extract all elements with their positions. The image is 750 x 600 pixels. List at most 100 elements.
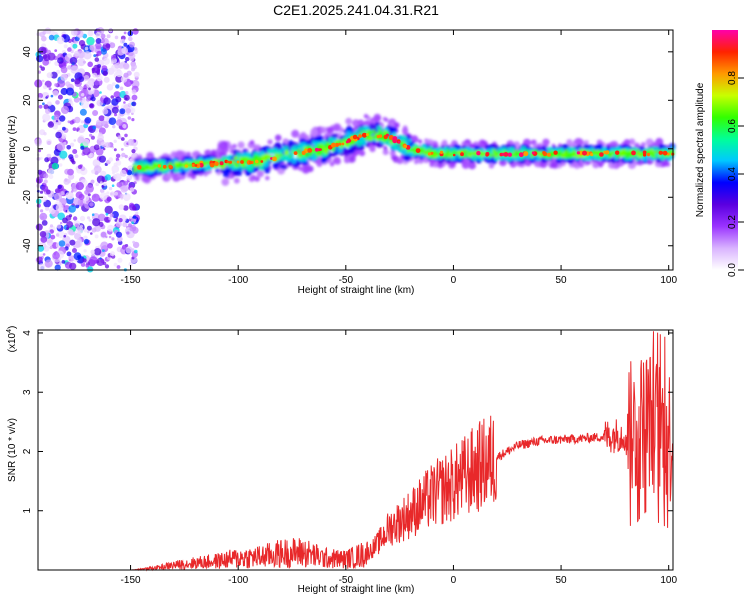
ridge-cell [132, 168, 137, 173]
noise-dot [38, 263, 46, 271]
ridge-cell [256, 170, 264, 178]
noise-dot [128, 223, 132, 228]
noise-dot [88, 87, 91, 91]
ridge-peak [452, 153, 456, 157]
ridge-peak [631, 150, 636, 156]
ridge-peak [184, 164, 188, 168]
noise-dot [102, 70, 108, 77]
ridge-cell [255, 163, 260, 168]
noise-dot [60, 191, 65, 196]
noise-dot [92, 72, 98, 78]
noise-dot [39, 231, 47, 238]
noise-dot [39, 212, 48, 221]
noise-dot [73, 50, 80, 57]
noise-dot [50, 71, 58, 79]
ridge-cell [298, 166, 303, 172]
noise-dot [121, 152, 126, 158]
noise-dot [125, 91, 129, 95]
noise-dot [94, 214, 98, 218]
ridge-peak [415, 148, 421, 154]
ridge-cell [265, 175, 270, 181]
noise-dot [93, 165, 102, 174]
noise-dot [100, 231, 107, 238]
ridge-cell [427, 148, 432, 153]
snr-x-tick-label: 50 [556, 575, 568, 586]
noise-dot [128, 51, 136, 60]
ridge-cell [437, 162, 444, 169]
noise-dot [110, 192, 113, 196]
ridge-cell [263, 167, 271, 174]
noise-dot [87, 193, 91, 197]
noise-dot [120, 185, 128, 193]
ridge-cell [314, 136, 322, 143]
noise-dot [80, 120, 84, 124]
ridge-cell [411, 149, 415, 153]
ridge-cell [148, 166, 152, 170]
noise-dot [57, 94, 63, 100]
noise-dot [35, 223, 43, 231]
noise-dot [108, 216, 112, 221]
noise-dot [48, 87, 52, 91]
noise-dot [113, 148, 117, 152]
ridge-cell [279, 164, 284, 169]
ridge-cell [471, 156, 475, 160]
ridge-peak [293, 151, 298, 156]
noise-dot [72, 43, 78, 49]
ridge-peak [576, 151, 581, 155]
ridge-peak [518, 152, 524, 158]
ridge-cell [393, 122, 400, 129]
noise-dot [45, 206, 50, 211]
ridge-cell [579, 163, 584, 168]
noise-dot [67, 120, 71, 124]
noise-dot [123, 180, 128, 186]
noise-dot [62, 217, 68, 224]
noise-dot [125, 246, 133, 254]
ridge-peak [248, 160, 252, 165]
ridge-peak [460, 152, 464, 157]
noise-dot [38, 104, 43, 109]
noise-dot [86, 80, 94, 89]
noise-dot [118, 48, 121, 51]
noise-dot [44, 27, 52, 34]
ridge-cell [241, 152, 245, 157]
ridge-cell [336, 139, 340, 143]
noise-dot [101, 184, 105, 188]
noise-dot [46, 72, 53, 79]
noise-dot [127, 138, 135, 146]
noise-dot [107, 243, 113, 249]
ridge-cell [281, 147, 285, 152]
ridge-peak [361, 132, 367, 138]
ridge-cell [392, 144, 397, 150]
noise-dot [45, 108, 51, 114]
noise-dot [129, 215, 133, 220]
ridge-cell [358, 127, 363, 132]
noise-dot [79, 86, 83, 91]
colorbar-ticks: 0.0 0.2 0.4 0.6 0.8 [727, 71, 744, 277]
heatmap-ridge [132, 113, 676, 186]
ridge-cell [346, 125, 353, 133]
noise-dot [96, 50, 102, 56]
noise-dot [91, 193, 100, 202]
noise-dot [87, 30, 94, 37]
noise-dot [38, 149, 42, 153]
noise-dot [132, 240, 136, 244]
noise-dot [53, 114, 60, 121]
ridge-peak [501, 152, 505, 156]
ridge-cell [493, 154, 498, 158]
noise-dot [124, 154, 128, 159]
ridge-cell [274, 134, 282, 142]
noise-dot [102, 94, 106, 99]
ridge-cell [272, 149, 278, 155]
ridge-cell [272, 162, 280, 169]
ridge-cell [652, 150, 656, 155]
noise-dot [66, 145, 71, 150]
noise-dot [83, 238, 90, 245]
noise-dot [86, 225, 92, 231]
ridge-cell [556, 153, 561, 158]
noise-dot [135, 211, 139, 215]
noise-dot [86, 216, 91, 220]
noise-dot [100, 141, 107, 147]
ridge-cell [359, 150, 366, 157]
noise-dot [39, 65, 43, 68]
noise-dot [123, 72, 129, 78]
